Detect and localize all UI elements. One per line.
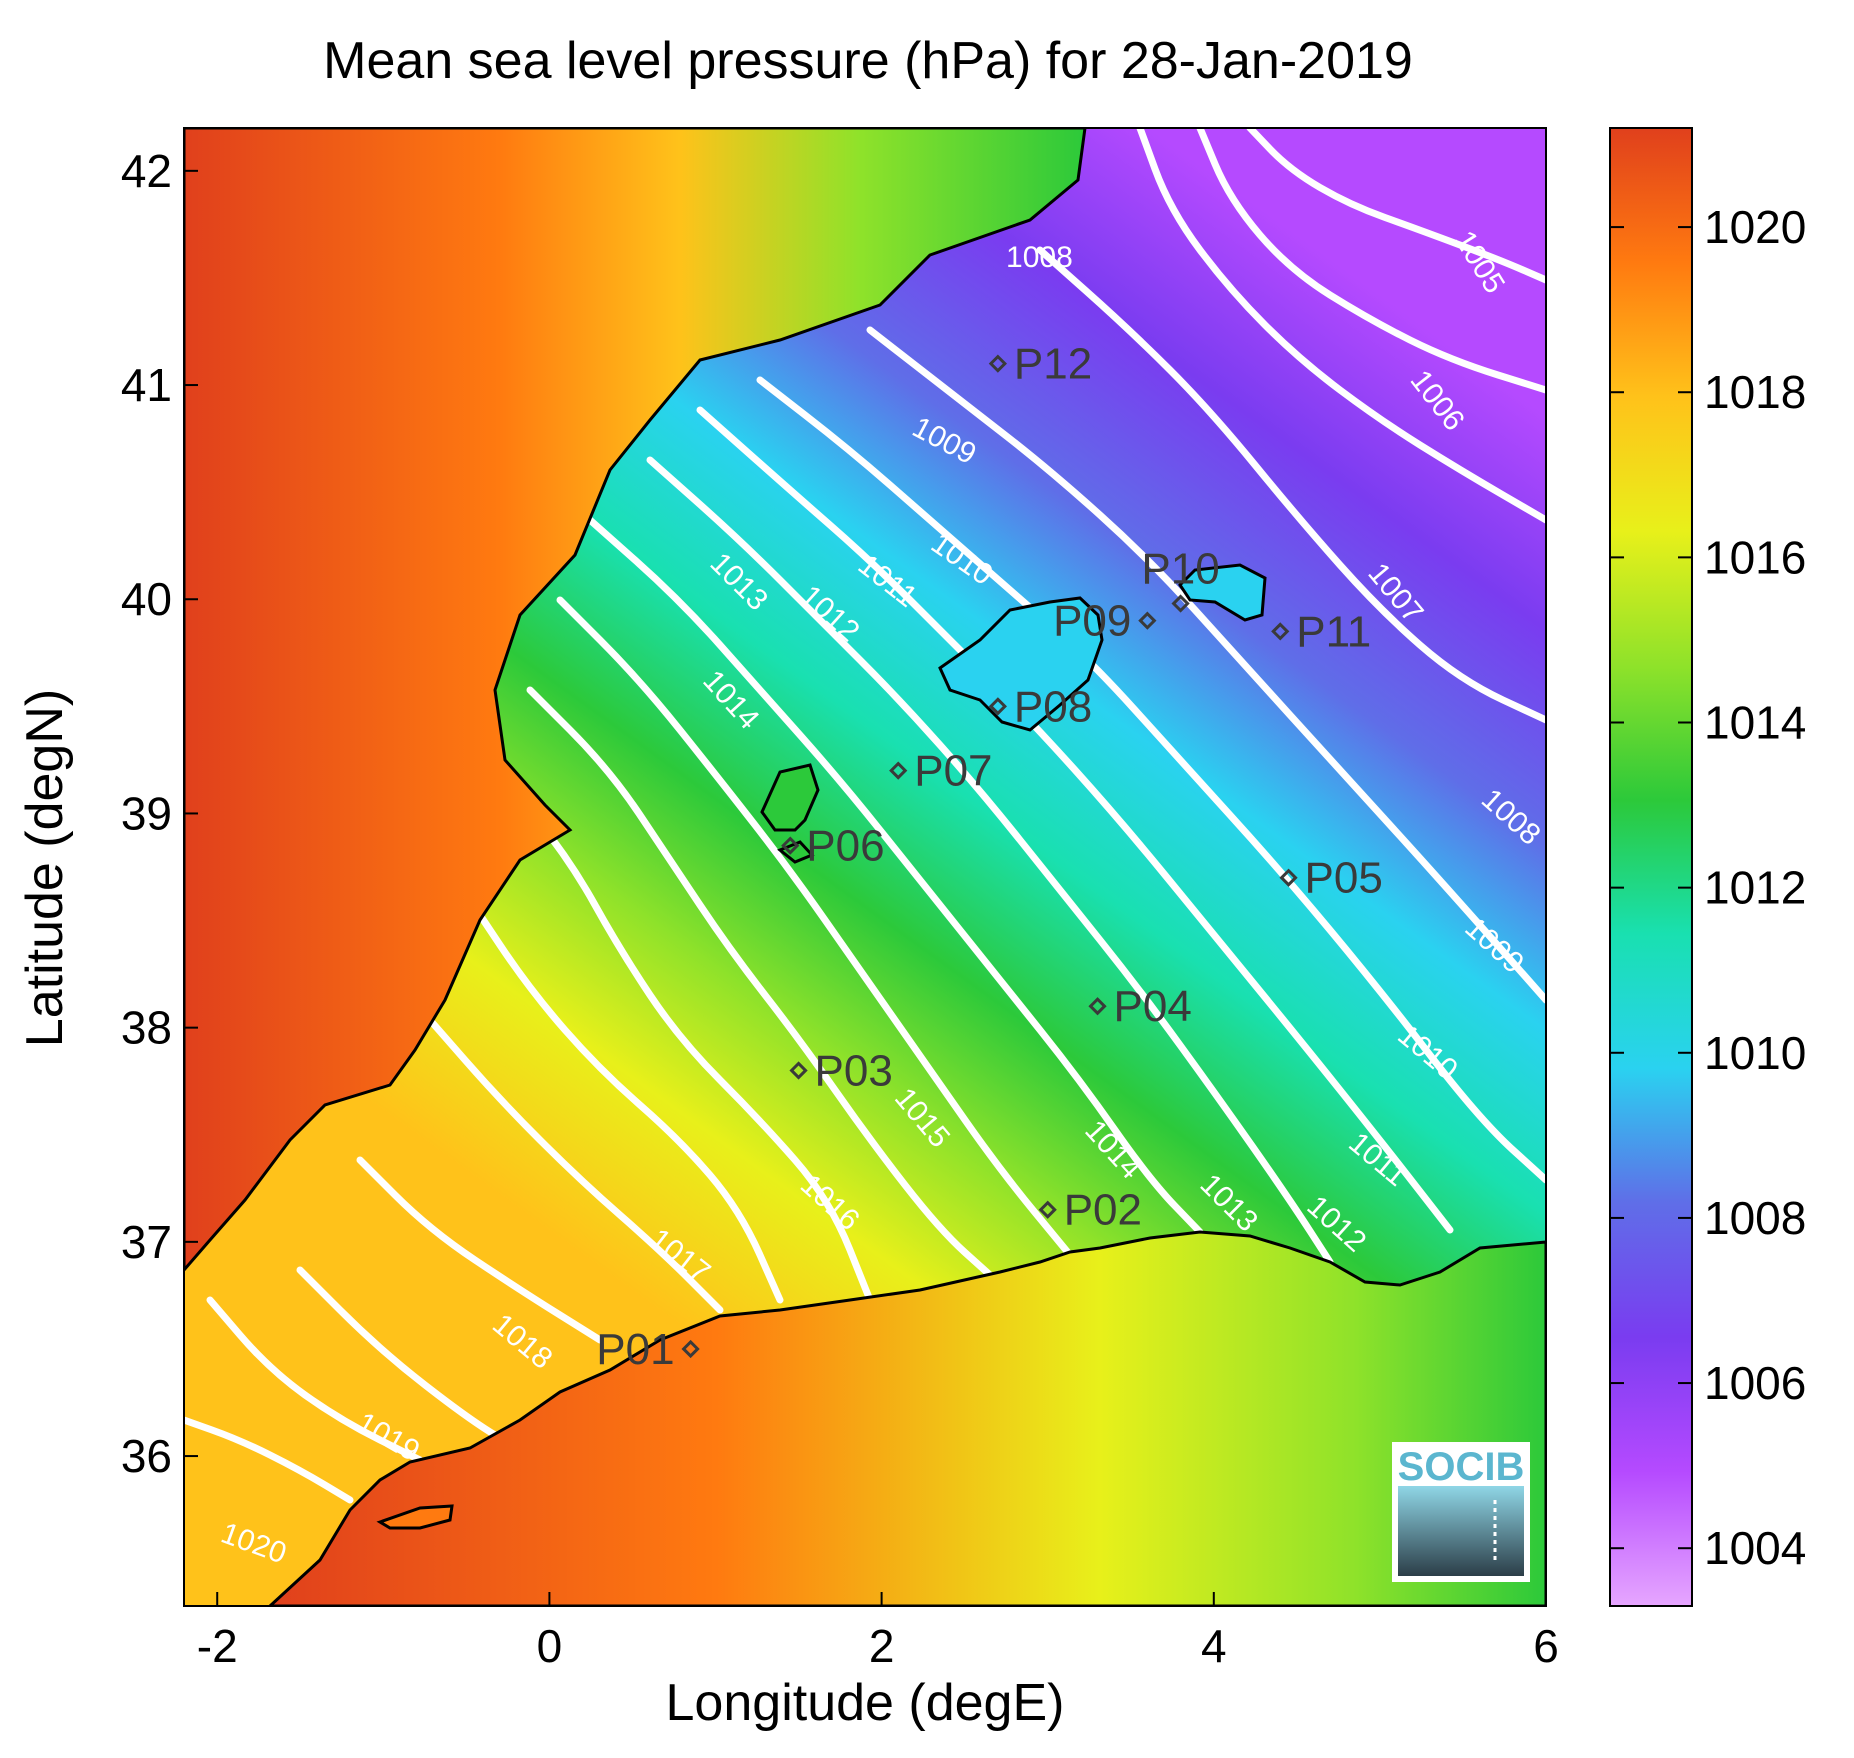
plot-frame — [183, 127, 1547, 1607]
station-label: P01 — [596, 1325, 674, 1374]
station-label: P11 — [1296, 607, 1371, 656]
y-tick-label: 36 — [121, 1430, 172, 1482]
colorbar-tick-label: 1010 — [1704, 1027, 1806, 1079]
isobar-line — [426, 1016, 724, 1314]
station-marker — [1138, 611, 1157, 630]
ibiza-island — [760, 763, 820, 832]
isobar-line — [556, 596, 1074, 1259]
isobar-line — [1196, 128, 1546, 394]
station-label: P03 — [815, 1046, 893, 1095]
colorbar-ticks: 1020 1018 1016 1014 1012 1010 1008 1006 1004 — [1610, 201, 1806, 1574]
isobar-line — [1036, 246, 1546, 724]
isobar-line — [466, 896, 784, 1304]
y-tick-label: 39 — [121, 787, 172, 839]
isobar-line — [1136, 128, 1546, 524]
station-label: P12 — [1014, 340, 1092, 389]
mallorca-island — [938, 596, 1104, 732]
socib-logo-text: SOCIB — [1398, 1445, 1525, 1489]
station-label: P04 — [1114, 982, 1192, 1031]
isobar-line — [356, 1156, 604, 1344]
colorbar-tick-label: 1008 — [1704, 1192, 1806, 1244]
station-marker — [1038, 1200, 1057, 1219]
station-label: P09 — [1053, 597, 1131, 646]
x-tick-label: 4 — [1201, 1620, 1227, 1672]
socib-logo: SOCIB — [1392, 1442, 1530, 1582]
station-marker — [781, 836, 800, 855]
station-label: P08 — [1014, 682, 1092, 731]
y-axis-label: Latitude (degN) — [16, 689, 74, 1047]
colorbar-tick-label: 1014 — [1704, 697, 1806, 749]
station-label: P07 — [914, 747, 992, 796]
colorbar-bar — [1609, 127, 1693, 1607]
isobar-label: 1008 — [1006, 241, 1073, 274]
isobar-line — [696, 406, 1454, 1234]
isobar-line — [296, 1266, 524, 1454]
alboran-island — [376, 1504, 454, 1530]
isobar-lines — [184, 128, 1546, 1504]
map-plot-area: 1005100610071008100810091009101010101011… — [184, 128, 1546, 1606]
station-label: P06 — [806, 822, 884, 871]
colorbar-tick-label: 1018 — [1704, 366, 1806, 418]
isobar-line — [646, 456, 1334, 1266]
x-tick-label: 6 — [1533, 1620, 1559, 1672]
isobar-line — [866, 326, 1546, 1004]
y-tick-label: 40 — [121, 573, 172, 625]
station-label: P10 — [1141, 545, 1219, 594]
isobar-line — [756, 376, 1546, 1184]
colorbar-tick-label: 1020 — [1704, 201, 1806, 253]
isobar-line — [526, 686, 994, 1279]
x-tick-label: -2 — [197, 1620, 238, 1672]
colorbar-tick-label: 1004 — [1704, 1522, 1806, 1574]
y-tick-label: 38 — [121, 1002, 172, 1054]
iberia-land — [184, 128, 1087, 1273]
x-tick-label: 2 — [869, 1620, 895, 1672]
station-marker — [889, 761, 908, 780]
station-marker — [988, 697, 1008, 716]
station-label: P02 — [1064, 1186, 1142, 1235]
station-marker — [1171, 594, 1190, 613]
x-tick-label: 0 — [537, 1620, 563, 1672]
formentera-island — [777, 840, 815, 864]
isobar-line — [184, 1416, 354, 1504]
colorbar-tick-label: 1006 — [1704, 1357, 1806, 1409]
station-marker — [681, 1339, 700, 1359]
menorca-island — [1178, 563, 1267, 622]
africa-land — [267, 1230, 1546, 1606]
isobar-line — [586, 516, 1204, 1236]
isobar-line — [206, 1296, 424, 1464]
x-axis-label: Longitude (degE) — [666, 1674, 1065, 1732]
isobar-line — [1246, 128, 1546, 284]
station-marker — [1271, 622, 1290, 641]
station-marker — [988, 354, 1008, 373]
y-tick-label: 37 — [121, 1216, 172, 1268]
station-marker — [1279, 868, 1298, 887]
y-tick-label: 41 — [121, 359, 172, 411]
y-axis-ticks: 42 41 40 39 38 37 36 — [121, 145, 198, 1482]
station-label: P05 — [1305, 854, 1383, 903]
x-axis-ticks: -2 0 2 4 6 — [197, 1592, 1559, 1672]
colorbar: 1020 1018 1016 1014 1012 1010 1008 1006 1004 — [1609, 127, 1806, 1607]
colorbar-tick-label: 1016 — [1704, 531, 1806, 583]
station-marker — [789, 1061, 808, 1080]
chart-title: Mean sea level pressure (hPa) for 28-Jan… — [323, 32, 1413, 90]
y-tick-label: 42 — [121, 145, 172, 197]
station-marker — [1088, 997, 1107, 1016]
colorbar-tick-label: 1012 — [1704, 862, 1806, 914]
